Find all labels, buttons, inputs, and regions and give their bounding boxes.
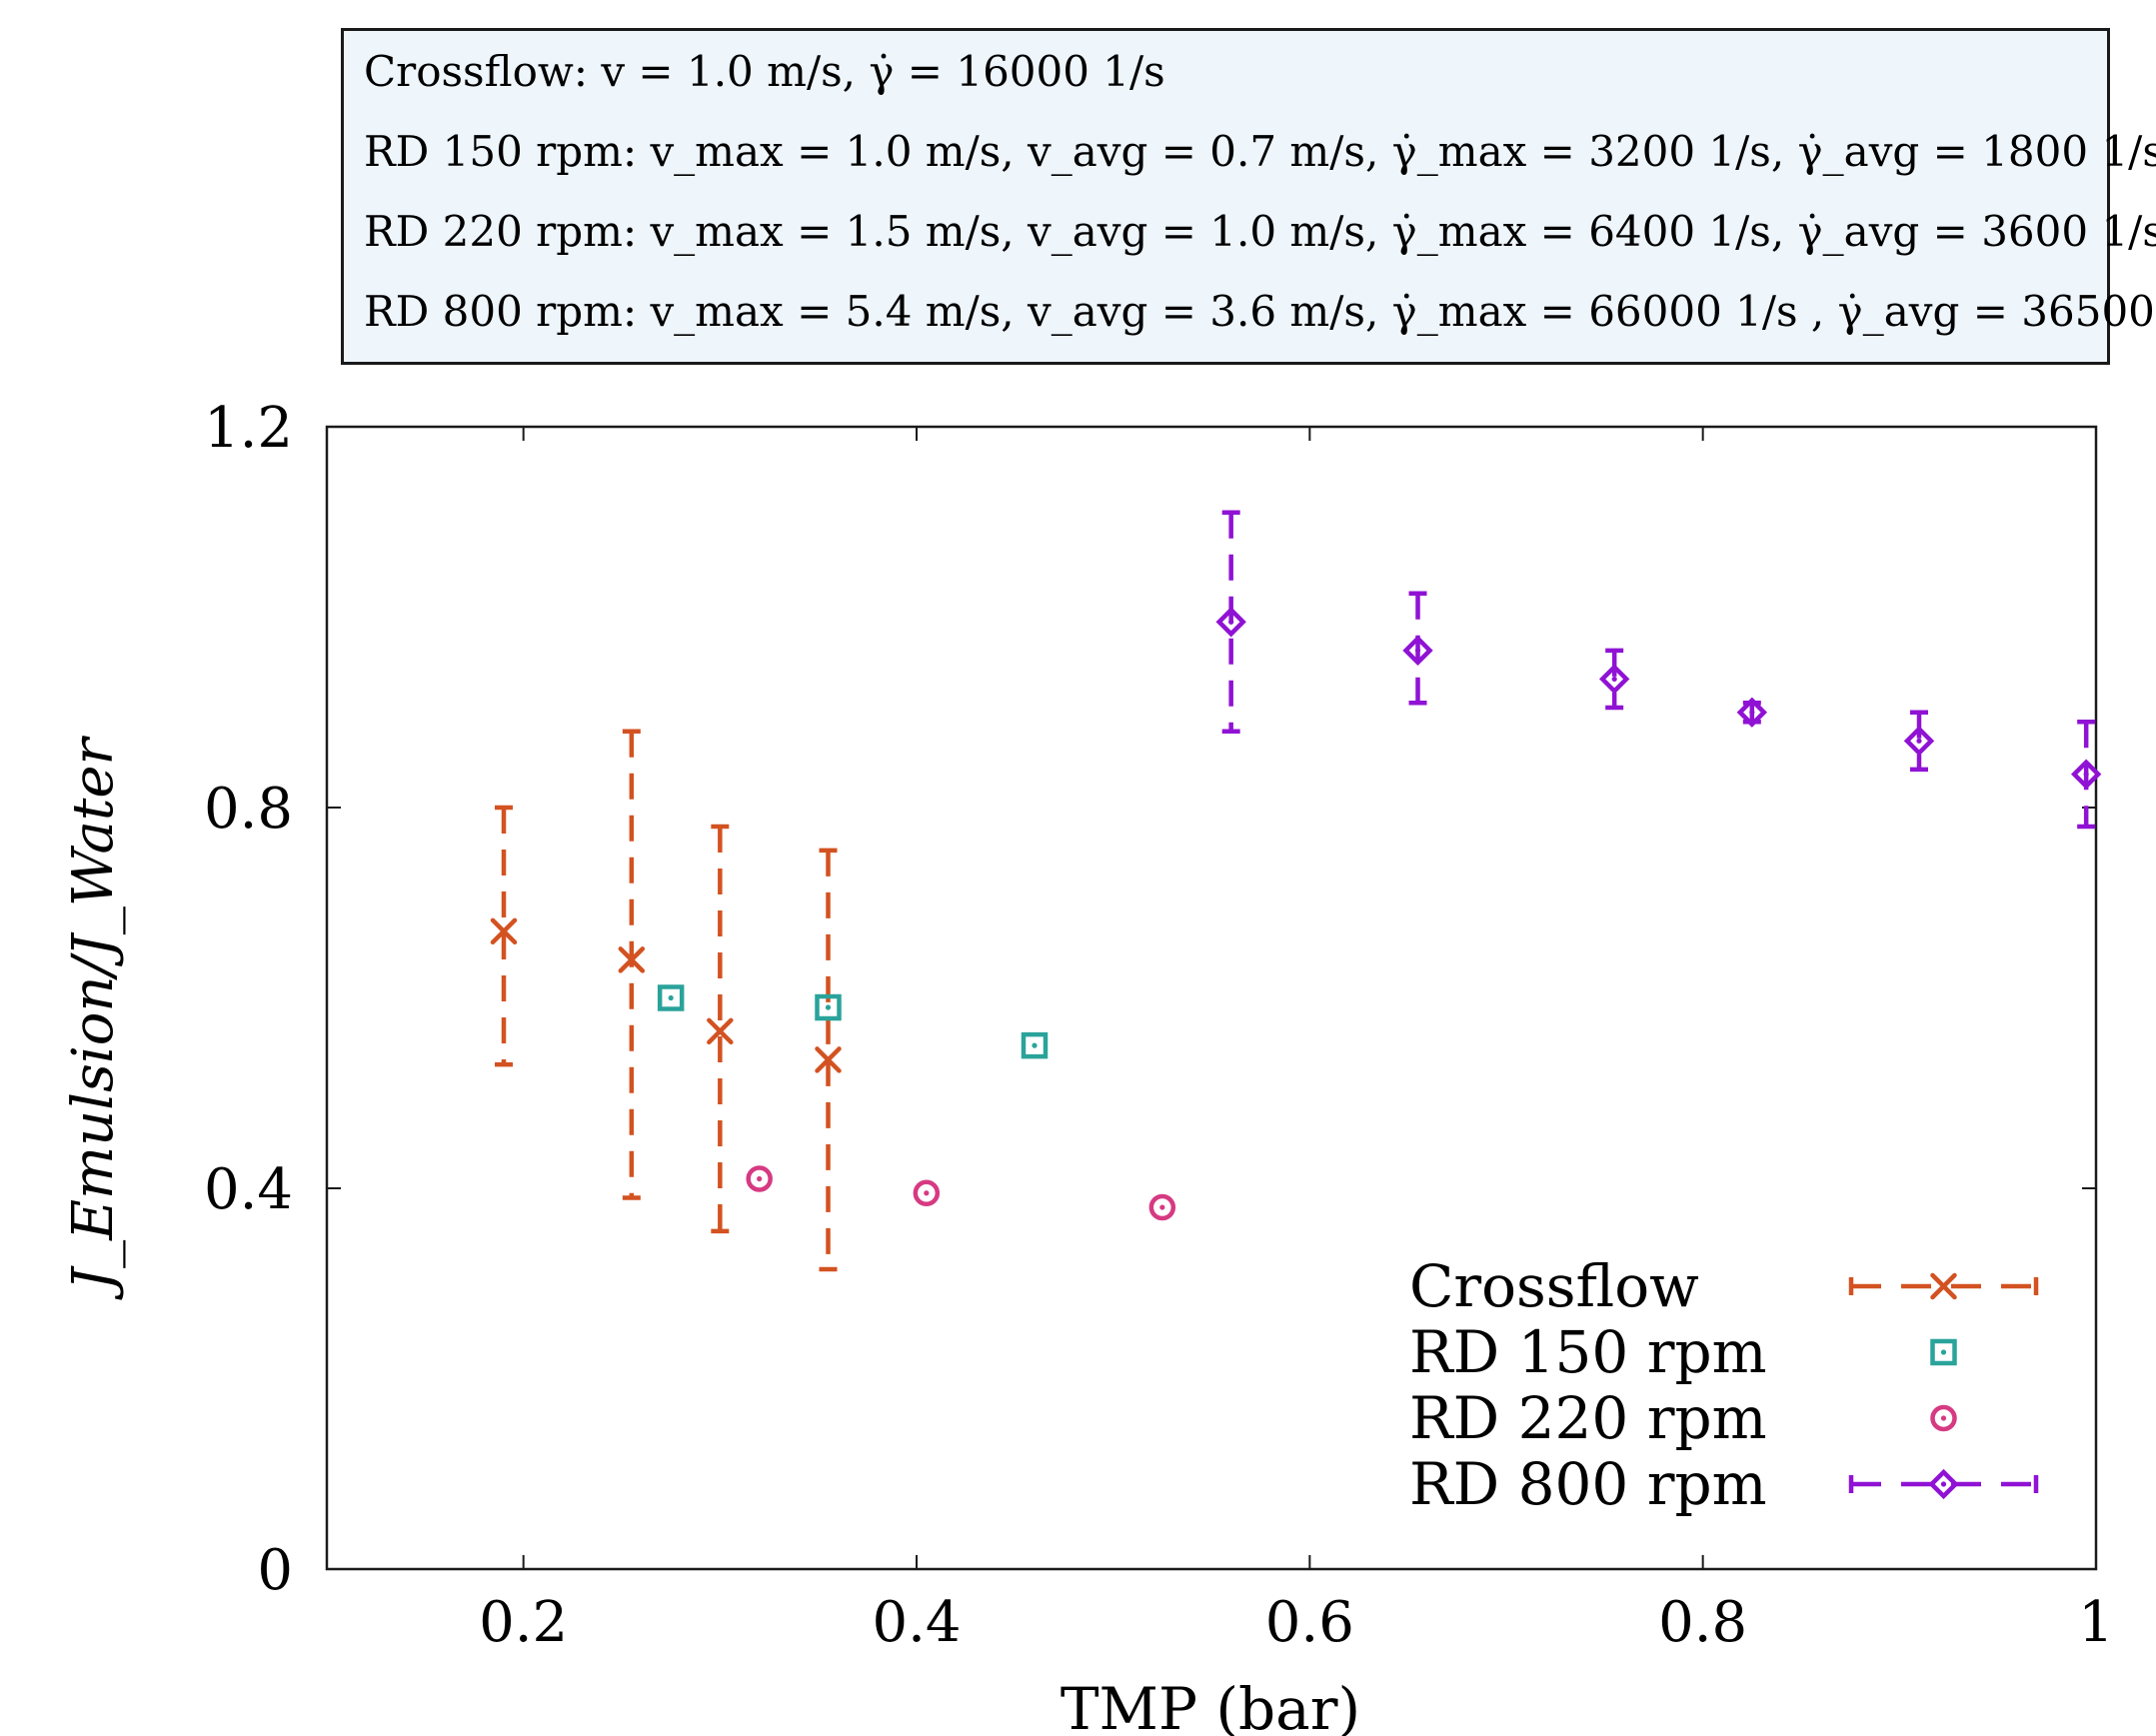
errorbars-group	[495, 510, 2096, 1272]
marker-dot	[1749, 710, 1755, 716]
legend-label-rd-800-rpm: RD 800 rpm	[1409, 1450, 1767, 1518]
data-point-rd-800-rpm	[1598, 664, 1630, 695]
marker-dot	[1916, 738, 1922, 744]
marker-dot	[1611, 676, 1617, 683]
marker-dot	[1228, 619, 1234, 625]
marker-circle	[1930, 1404, 1957, 1432]
legend-marker-crossflow	[1930, 1272, 1957, 1300]
legend-label-rd-220-rpm: RD 220 rpm	[1409, 1384, 1767, 1452]
info-line-crossflow: Crossflow: v = 1.0 m/s, γ̇ = 16000 1/s	[364, 47, 1165, 96]
legend-label-rd-150-rpm: RD 150 rpm	[1409, 1318, 1767, 1386]
data-point-rd-150-rpm	[1021, 1031, 1049, 1059]
marker-diamond	[1928, 1468, 1959, 1500]
marker-dot	[2083, 772, 2089, 778]
marker-square	[1930, 1338, 1957, 1366]
data-point-crossflow	[815, 1046, 842, 1073]
y-axis-label: J_Emulsion/J_Water	[61, 735, 126, 1300]
data-point-crossflow	[707, 1017, 734, 1045]
marker-dot	[1940, 1481, 1947, 1487]
marker-x-stroke	[1930, 1272, 1957, 1300]
data-point-rd-800-rpm	[1736, 697, 1768, 728]
y-tick-label: 1.2	[204, 396, 293, 461]
plot-frame	[325, 425, 2098, 1571]
info-line-rd150: RD 150 rpm: v_max = 1.0 m/s, v_avg = 0.7…	[364, 127, 2156, 176]
x-tick-label: 0.8	[1658, 1590, 1747, 1655]
data-point-rd-220-rpm	[1148, 1193, 1176, 1221]
marker-diamond	[1598, 664, 1630, 695]
data-point-rd-800-rpm	[1215, 607, 1246, 638]
plot-frame-group	[325, 425, 2098, 1571]
marker-circle	[1148, 1193, 1176, 1221]
marker-dot	[757, 1175, 763, 1182]
y-tick-label: 0.8	[204, 777, 293, 842]
marker-dot	[1940, 1415, 1947, 1421]
axis-ticks: 0.2 0.4 0.6 0.8 1 0 0.4 0.8 1.2	[204, 396, 2114, 1655]
data-point-rd-220-rpm	[913, 1179, 941, 1207]
marker-diamond	[1215, 607, 1246, 638]
marker-diamond	[2070, 759, 2102, 790]
x-tick-label: 0.6	[1265, 1590, 1354, 1655]
y-tick-label: 0.4	[204, 1157, 293, 1222]
marker-dot	[1940, 1349, 1947, 1355]
data-point-crossflow	[490, 917, 518, 945]
marker-square	[657, 984, 685, 1011]
legend-marker-rd-220-rpm	[1930, 1404, 1957, 1432]
marker-x-stroke	[815, 1046, 842, 1073]
marker-dot	[1414, 648, 1421, 654]
marker-diamond	[1903, 726, 1935, 757]
info-line-rd220: RD 220 rpm: v_max = 1.5 m/s, v_avg = 1.0…	[364, 207, 2156, 256]
marker-dot	[825, 1004, 832, 1010]
marker-x-stroke	[618, 946, 646, 973]
legend-label-crossflow: Crossflow	[1409, 1252, 1699, 1320]
marker-circle	[913, 1179, 941, 1207]
marker-dot	[1032, 1042, 1038, 1048]
marker-square	[815, 993, 842, 1021]
y-tick-label: 0	[257, 1538, 293, 1603]
marker-dot	[668, 994, 674, 1001]
legend-marker-rd-800-rpm	[1928, 1468, 1959, 1500]
marker-dot	[924, 1190, 930, 1196]
data-point-rd-150-rpm	[815, 993, 842, 1021]
marker-diamond	[1402, 635, 1433, 667]
data-point-rd-150-rpm	[657, 984, 685, 1011]
marker-x-stroke	[707, 1017, 734, 1045]
marker-x-stroke	[490, 917, 518, 945]
legend-marker-rd-150-rpm	[1930, 1338, 1957, 1366]
markers-group	[490, 607, 2102, 1221]
data-point-rd-800-rpm	[2070, 759, 2102, 790]
x-axis-label: TMP (bar)	[1061, 1675, 1360, 1736]
data-point-rd-800-rpm	[1903, 726, 1935, 757]
marker-square	[1021, 1031, 1049, 1059]
parameter-info-box: Crossflow: v = 1.0 m/s, γ̇ = 16000 1/s R…	[341, 28, 2156, 365]
data-point-rd-220-rpm	[746, 1165, 773, 1192]
marker-dot	[1159, 1204, 1165, 1210]
marker-diamond	[1736, 697, 1768, 728]
info-line-rd800: RD 800 rpm: v_max = 5.4 m/s, v_avg = 3.6…	[364, 287, 2156, 336]
data-point-rd-800-rpm	[1402, 635, 1433, 667]
marker-circle	[746, 1165, 773, 1192]
data-point-crossflow	[618, 946, 646, 973]
x-tick-label: 0.2	[479, 1590, 568, 1655]
x-tick-label: 0.4	[872, 1590, 961, 1655]
x-tick-label: 1	[2078, 1590, 2114, 1655]
